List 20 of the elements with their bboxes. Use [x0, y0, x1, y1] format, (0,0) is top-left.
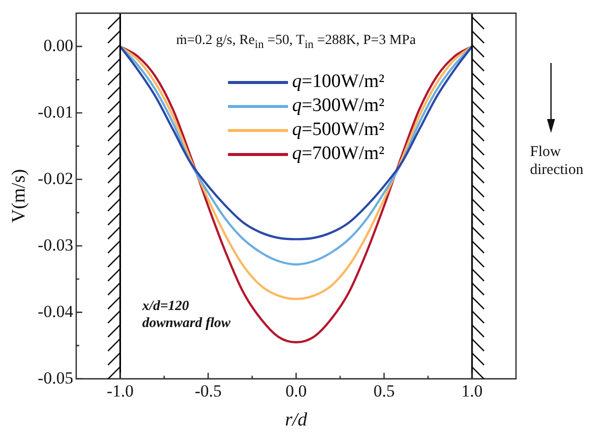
legend-label: q=500W/m² [292, 119, 384, 142]
legend-label: q=700W/m² [292, 143, 384, 166]
y-axis-title: V(m/s) [8, 169, 30, 223]
y-tick-label: 0.00 [43, 36, 74, 55]
legend-label: q=300W/m² [292, 95, 384, 118]
annotation: x/d=120 downward flow [142, 298, 230, 332]
x-tick-label: 0.5 [373, 381, 395, 400]
x-axis-title: r/d [285, 410, 308, 431]
x-tick-label: 1.0 [461, 381, 483, 400]
y-tick-label: -0.02 [38, 168, 74, 188]
y-tick-label: -0.03 [38, 235, 74, 254]
annotation: ṁ=0.2 g/s, Re$_{in}$ =50, T$_{in}$ =288K, P=3 MPa [176, 33, 416, 52]
y-tick-label: -0.01 [38, 102, 74, 122]
y-tick-label: -0.05 [38, 368, 74, 388]
x-tick-label: -0.5 [194, 381, 222, 400]
x-tick-label: -1.0 [106, 381, 134, 400]
legend-label: q=100W/m² [292, 71, 384, 94]
x-tick-label: 0.0 [285, 381, 307, 400]
text: Flow direction [530, 143, 584, 180]
y-tick-label: -0.04 [38, 302, 74, 321]
